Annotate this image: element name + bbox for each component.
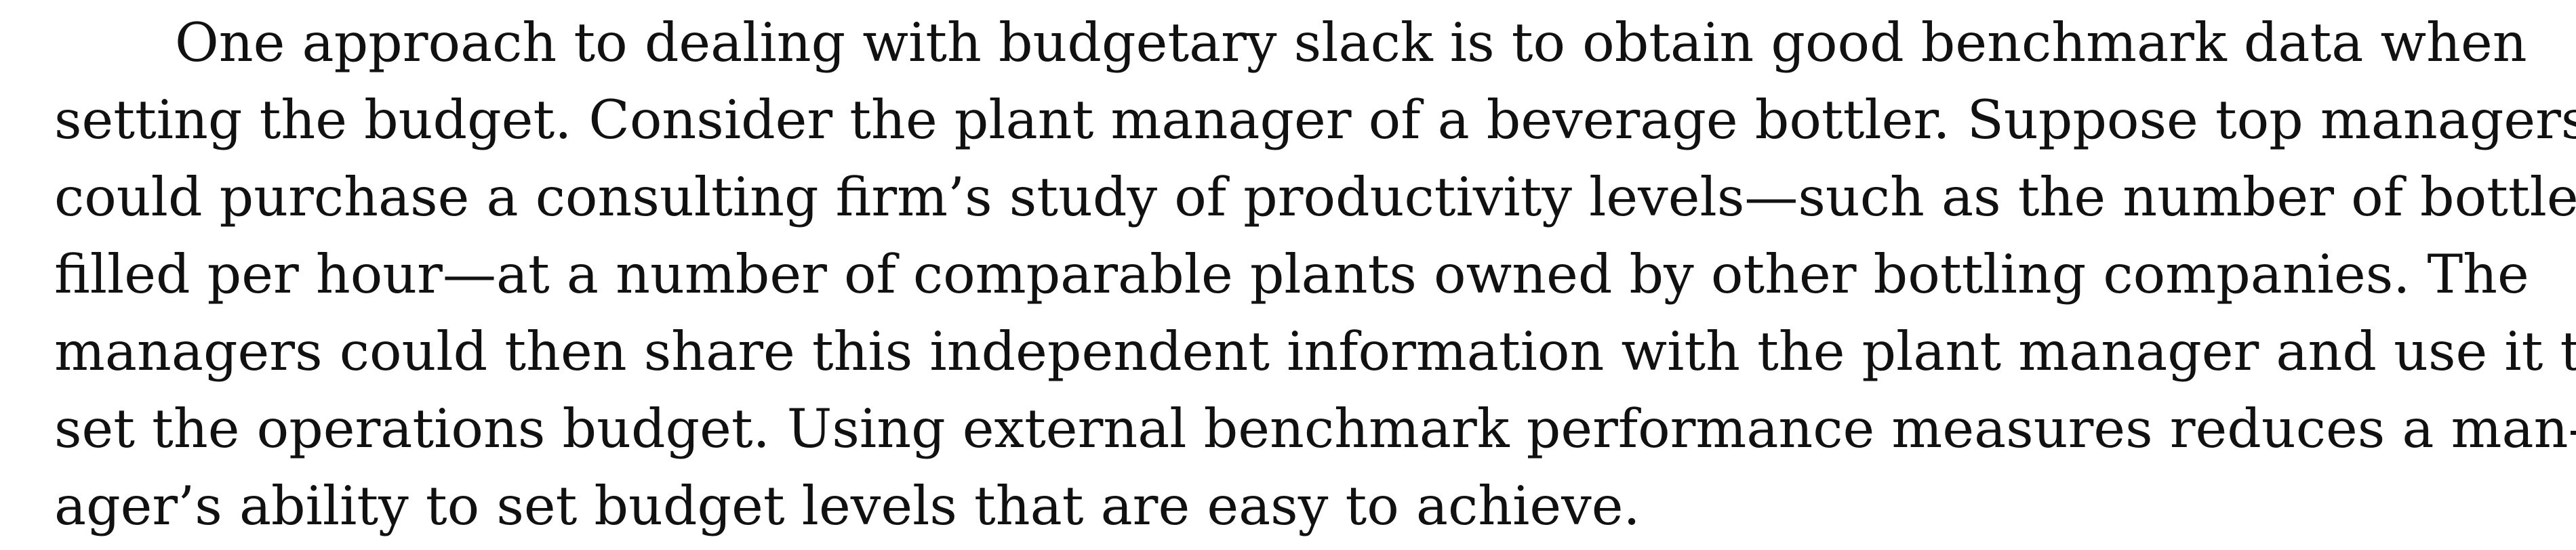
paragraph-line-2: setting the budget. Consider the plant m… — [54, 89, 2576, 151]
document-page: One approach to dealing with budgetary s… — [54, 4, 2576, 546]
paragraph-line-4: filled per hour—at a number of comparabl… — [54, 243, 2529, 305]
paragraph-line-3: could purchase a consulting firm’s study… — [54, 166, 2576, 228]
paragraph-line-7: ager’s ability to set budget levels that… — [54, 475, 1641, 537]
paragraph-line-5: managers could then share this independe… — [54, 320, 2576, 383]
paragraph-line-1: One approach to dealing with budgetary s… — [175, 12, 2527, 74]
paragraph-line-6: set the operations budget. Using externa… — [54, 398, 2576, 460]
